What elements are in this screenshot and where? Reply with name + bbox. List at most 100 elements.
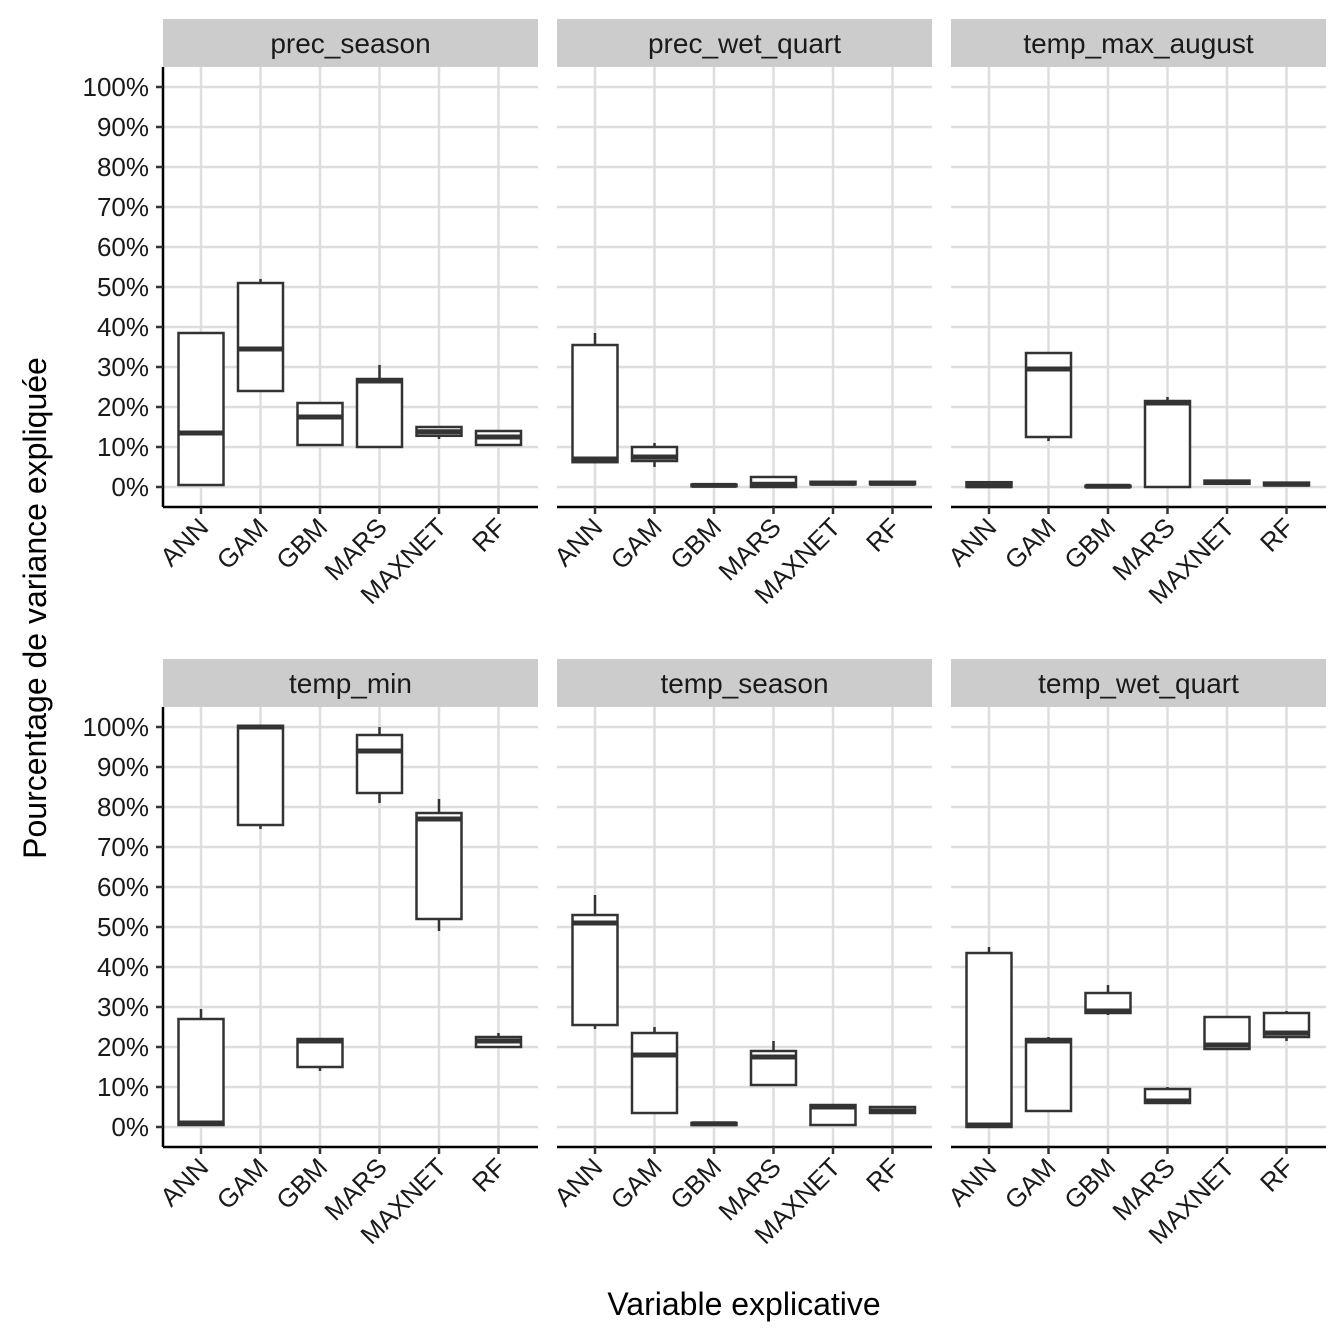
boxplot-gam bbox=[630, 1027, 679, 1115]
y-tick-label: 0% bbox=[111, 472, 149, 502]
box-iqr bbox=[177, 331, 225, 487]
x-tick-label: RF bbox=[466, 512, 512, 558]
boxplot-ann bbox=[965, 947, 1013, 1129]
y-tick-label: 80% bbox=[97, 792, 149, 822]
boxplot-gam bbox=[236, 279, 285, 393]
y-tick-label: 20% bbox=[97, 1032, 149, 1062]
facet-strip bbox=[163, 19, 538, 67]
box-iqr bbox=[1024, 351, 1073, 439]
facet-panel: temp_min 0% 10% 20% 30% 40% 50% 60% 70% 80% 90% 100… bbox=[83, 659, 538, 1250]
x-tick-label: ANN bbox=[942, 1152, 1002, 1212]
boxplot-gbm bbox=[690, 1121, 738, 1127]
y-tick-label: 60% bbox=[97, 872, 149, 902]
x-tick-label: RF bbox=[466, 1152, 512, 1198]
box-iqr bbox=[1024, 1037, 1073, 1113]
boxplot-gbm bbox=[690, 482, 738, 488]
x-axis-title: Variable explicative bbox=[607, 1286, 880, 1322]
x-tick-label: RF bbox=[860, 1152, 906, 1198]
boxplot-maxnet bbox=[1203, 1015, 1251, 1051]
boxplot-mars bbox=[355, 365, 404, 449]
boxplot-mars bbox=[1143, 1087, 1192, 1105]
boxplot-maxnet bbox=[415, 799, 463, 931]
y-tick-label: 0% bbox=[111, 1112, 149, 1142]
box-iqr bbox=[630, 1031, 679, 1115]
y-tick-label: 50% bbox=[97, 272, 149, 302]
boxplot-rf bbox=[1262, 481, 1311, 487]
boxplot-ann bbox=[177, 1009, 225, 1127]
y-tick-label: 60% bbox=[97, 232, 149, 262]
y-tick-label: 40% bbox=[97, 312, 149, 342]
y-tick-label: 70% bbox=[97, 192, 149, 222]
boxplot-mars bbox=[355, 727, 404, 803]
x-tick-label: GAM bbox=[605, 512, 668, 575]
box-iqr bbox=[571, 343, 619, 464]
boxplot-mars bbox=[749, 475, 798, 489]
y-tick-label: 100% bbox=[83, 72, 150, 102]
boxplot-gbm bbox=[1084, 985, 1132, 1015]
box-iqr bbox=[415, 811, 463, 921]
boxplot-ann bbox=[177, 331, 225, 487]
facet-strip bbox=[951, 659, 1326, 707]
x-tick-label: GAM bbox=[999, 1152, 1062, 1215]
x-tick-label: ANN bbox=[548, 1152, 608, 1212]
x-tick-label: GAM bbox=[605, 1152, 668, 1215]
boxplot-gam bbox=[1024, 1037, 1073, 1113]
y-tick-label: 40% bbox=[97, 952, 149, 982]
facet-title: temp_wet_quart bbox=[1038, 668, 1239, 699]
y-tick-label: 100% bbox=[83, 712, 150, 742]
box-iqr bbox=[355, 733, 404, 795]
y-tick-label: 90% bbox=[97, 112, 149, 142]
boxplot-rf bbox=[1262, 1011, 1311, 1041]
boxplot-gam bbox=[630, 443, 679, 467]
boxplot-maxnet bbox=[415, 425, 463, 439]
boxplot-gam bbox=[236, 724, 285, 829]
x-tick-label: GAM bbox=[211, 512, 274, 575]
y-tick-label: 90% bbox=[97, 752, 149, 782]
facet-panels: prec_season 0% 10% 20% 30% 40% 50% 60% 70% 80% 90%… bbox=[83, 19, 1326, 1250]
y-tick-label: 20% bbox=[97, 392, 149, 422]
box-iqr bbox=[296, 401, 344, 447]
facet-strip bbox=[163, 659, 538, 707]
y-tick-label: 70% bbox=[97, 832, 149, 862]
facet-panel: prec_season 0% 10% 20% 30% 40% 50% 60% 70% 80% 90%… bbox=[83, 19, 538, 610]
x-tick-label: RF bbox=[1254, 512, 1300, 558]
facet-title: prec_wet_quart bbox=[648, 28, 841, 59]
y-tick-label: 30% bbox=[97, 992, 149, 1022]
facet-title: temp_min bbox=[289, 668, 412, 699]
y-tick-label: 80% bbox=[97, 152, 149, 182]
box-iqr bbox=[571, 913, 619, 1027]
facet-strip bbox=[557, 19, 932, 67]
box-iqr bbox=[965, 951, 1013, 1129]
boxplot-mars bbox=[1143, 397, 1192, 489]
y-tick-label: 10% bbox=[97, 1072, 149, 1102]
box-iqr bbox=[236, 281, 285, 393]
boxplot-rf bbox=[868, 1105, 917, 1115]
boxplot-ann bbox=[571, 895, 619, 1029]
boxplot-gbm bbox=[1084, 483, 1132, 489]
boxplot-mars bbox=[749, 1041, 798, 1087]
y-tick-label: 50% bbox=[97, 912, 149, 942]
boxplot-maxnet bbox=[809, 1103, 857, 1127]
facet-strip bbox=[951, 19, 1326, 67]
boxplot-gbm bbox=[296, 1037, 344, 1071]
facet-title: temp_season bbox=[660, 668, 828, 699]
y-tick-label: 10% bbox=[97, 432, 149, 462]
box-iqr bbox=[1143, 399, 1192, 489]
x-tick-label: ANN bbox=[154, 1152, 214, 1212]
boxplot-rf bbox=[868, 480, 917, 486]
y-tick-label: 30% bbox=[97, 352, 149, 382]
x-tick-label: RF bbox=[1254, 1152, 1300, 1198]
x-tick-label: GAM bbox=[211, 1152, 274, 1215]
boxplot-ann bbox=[571, 333, 619, 464]
facet-title: temp_max_august bbox=[1023, 28, 1254, 59]
x-tick-label: ANN bbox=[942, 512, 1002, 572]
box-iqr bbox=[177, 1017, 225, 1127]
boxplot-gbm bbox=[296, 401, 344, 447]
boxplot-rf bbox=[474, 1033, 523, 1049]
box-iqr bbox=[236, 724, 285, 827]
x-tick-label: ANN bbox=[154, 512, 214, 572]
